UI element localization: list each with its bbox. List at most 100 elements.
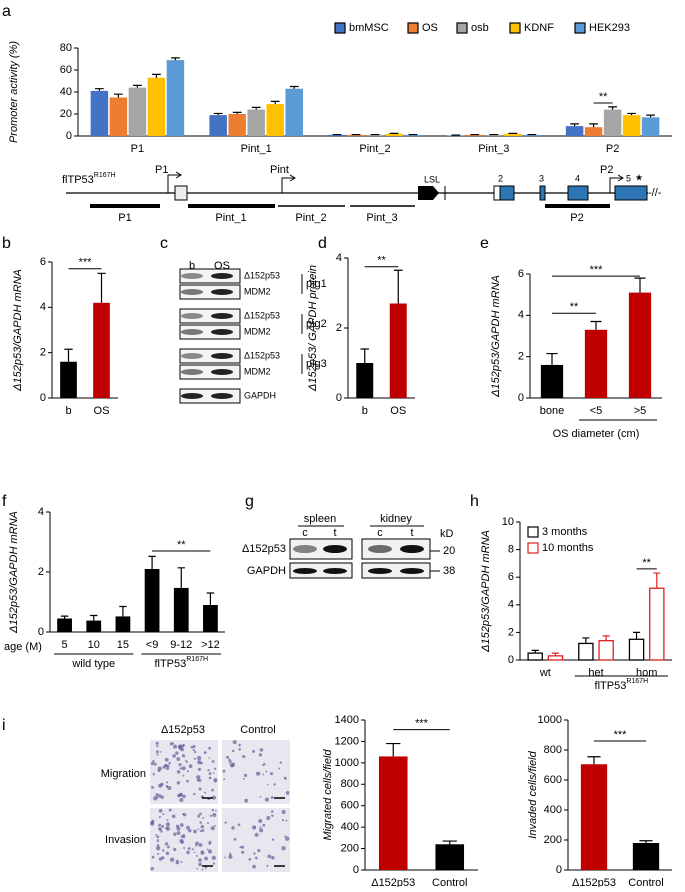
error-bar xyxy=(603,636,610,641)
cell xyxy=(257,849,260,852)
group-label: wild type xyxy=(71,658,115,670)
y-axis-label: Δ152p53/GAPDH mRNA xyxy=(490,275,502,398)
error-bar xyxy=(546,354,557,365)
cell xyxy=(212,760,215,763)
cell xyxy=(212,809,214,811)
cell xyxy=(173,848,176,851)
y-tick-label: 200 xyxy=(544,834,562,846)
error-bar xyxy=(639,841,652,843)
y-axis-label: Δ152p53/GAPDH mRNA xyxy=(480,530,492,653)
cell xyxy=(197,779,199,781)
cell xyxy=(182,766,186,770)
cell xyxy=(266,865,268,867)
y-tick-label: 20 xyxy=(60,108,72,120)
bar xyxy=(585,330,607,398)
bar xyxy=(633,843,659,870)
bar xyxy=(266,104,283,136)
y-tick-label: 6 xyxy=(518,268,524,280)
y-tick-label: 2 xyxy=(508,626,514,638)
unit-label: kD xyxy=(440,528,454,540)
column-label: Δ152p53 xyxy=(161,724,205,736)
cell xyxy=(177,770,181,774)
x-tick-label: 15 xyxy=(117,639,129,651)
bar xyxy=(629,639,643,660)
error-bar xyxy=(570,124,579,126)
cell xyxy=(214,768,216,770)
cell xyxy=(286,791,290,795)
panel-letter: e xyxy=(480,235,489,252)
cell xyxy=(258,819,262,823)
cell xyxy=(166,852,169,855)
cell xyxy=(180,823,184,827)
legend-label: 10 months xyxy=(542,542,594,554)
cell xyxy=(194,758,196,760)
group-label: flTP53R167H xyxy=(595,678,649,692)
y-tick-label: 1200 xyxy=(335,735,359,747)
row-label: GAPDH xyxy=(247,565,286,577)
cell xyxy=(172,815,176,819)
error-bar xyxy=(587,757,600,765)
group-name: wild type xyxy=(71,658,115,670)
bar xyxy=(541,365,563,398)
exon-label: 3 xyxy=(539,173,544,183)
error-bar xyxy=(90,616,97,621)
cell xyxy=(195,845,197,847)
y-tick-label: 400 xyxy=(341,821,359,833)
bar xyxy=(93,303,110,398)
blot-band xyxy=(181,289,203,295)
cell xyxy=(270,772,273,775)
cell xyxy=(230,761,232,763)
cell xyxy=(167,846,170,849)
bar xyxy=(209,115,226,136)
cell xyxy=(154,763,157,766)
cell xyxy=(181,835,184,838)
cell xyxy=(180,840,183,843)
panel-letter: f xyxy=(2,493,7,510)
y-tick-label: 800 xyxy=(544,744,562,756)
cell xyxy=(263,763,265,765)
cell xyxy=(260,748,264,752)
cell xyxy=(262,824,265,827)
exon-label: 5 xyxy=(626,173,631,183)
cell xyxy=(238,748,241,751)
blot-band xyxy=(181,313,203,319)
cell xyxy=(199,813,202,816)
panel-letter: c xyxy=(160,235,168,252)
cell xyxy=(181,861,183,863)
y-tick-label: 1400 xyxy=(335,714,359,726)
cell xyxy=(156,745,158,747)
promoter-label: P2 xyxy=(600,164,613,176)
group-name: flTP53 xyxy=(595,680,627,692)
group-sup: R167H xyxy=(186,656,208,663)
cell xyxy=(271,796,274,799)
cell xyxy=(208,747,211,750)
cell xyxy=(252,865,256,869)
cell xyxy=(238,744,241,747)
bar xyxy=(566,126,583,136)
cell xyxy=(158,827,161,830)
panel-letter: a xyxy=(2,3,11,20)
bar xyxy=(228,114,245,136)
x-tick-label: >12 xyxy=(201,639,220,651)
error-bar xyxy=(271,101,280,104)
error-bar xyxy=(443,841,457,844)
cell xyxy=(207,848,209,850)
bar xyxy=(91,91,108,136)
cell xyxy=(256,772,260,776)
blot-band xyxy=(181,353,203,359)
cell xyxy=(265,771,267,773)
cell xyxy=(244,774,247,777)
exon-label: 2 xyxy=(498,173,503,183)
cell xyxy=(271,856,275,860)
error-bar xyxy=(627,113,636,115)
bar xyxy=(116,616,131,632)
cell xyxy=(166,785,168,787)
cell xyxy=(197,815,200,818)
group-label: flTP53R167H xyxy=(154,656,208,670)
cell xyxy=(167,819,169,821)
x-tick-label: bone xyxy=(540,405,564,417)
cell xyxy=(194,851,196,853)
x-axis-label: OS diameter (cm) xyxy=(553,428,640,440)
cell xyxy=(182,795,185,798)
